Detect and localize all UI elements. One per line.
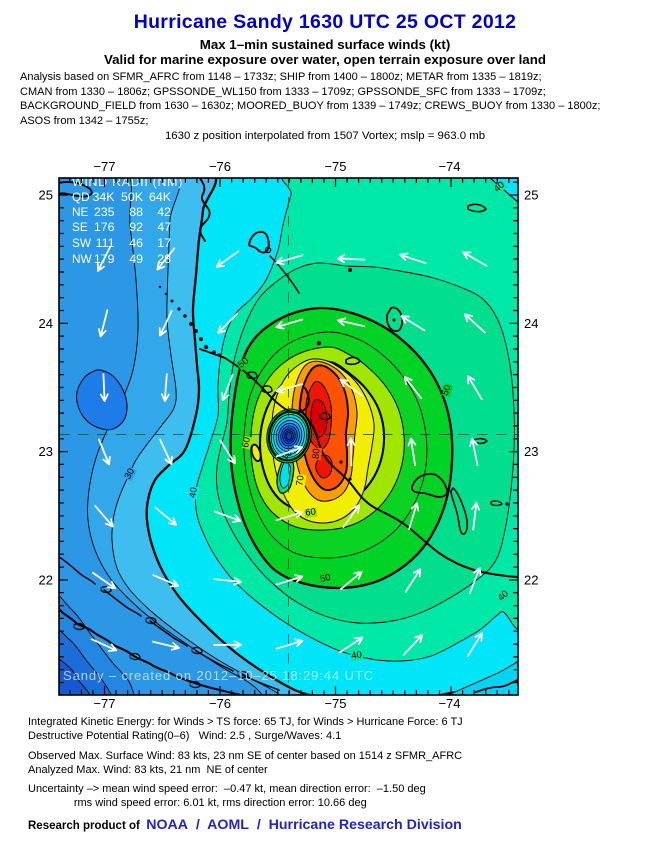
- svg-text:40: 40: [351, 649, 363, 661]
- svg-text:40: 40: [187, 486, 200, 498]
- svg-text:235: 235: [94, 205, 115, 219]
- svg-text:42: 42: [157, 205, 171, 219]
- svg-text:50: 50: [319, 572, 332, 585]
- svg-text:−77: −77: [93, 696, 115, 711]
- svg-text:70: 70: [294, 475, 306, 487]
- svg-text:−75: −75: [324, 160, 346, 174]
- svg-text:QD: QD: [72, 190, 90, 204]
- svg-text:−76: −76: [209, 696, 231, 711]
- svg-text:80: 80: [310, 448, 322, 460]
- svg-text:−74: −74: [438, 696, 460, 711]
- svg-text:−77: −77: [93, 160, 115, 174]
- svg-text:92: 92: [129, 220, 143, 234]
- svg-text:49: 49: [129, 252, 143, 266]
- svg-text:23: 23: [524, 444, 538, 459]
- svg-text:NE: NE: [72, 205, 89, 219]
- svg-text:176: 176: [94, 220, 115, 234]
- svg-text:25: 25: [39, 188, 53, 203]
- svg-text:50: 50: [440, 383, 454, 396]
- svg-text:111: 111: [96, 236, 115, 250]
- svg-text:25: 25: [524, 188, 538, 203]
- svg-text:88: 88: [129, 205, 143, 219]
- svg-text:22: 22: [524, 572, 538, 587]
- svg-text:17: 17: [157, 236, 171, 250]
- svg-text:−76: −76: [209, 160, 231, 174]
- svg-text:28: 28: [157, 252, 171, 266]
- svg-text:46: 46: [129, 236, 143, 250]
- svg-text:34K: 34K: [92, 190, 115, 204]
- svg-text:24: 24: [39, 316, 53, 331]
- svg-text:SE: SE: [72, 220, 88, 234]
- svg-text:22: 22: [39, 572, 53, 587]
- svg-text:−74: −74: [438, 160, 460, 174]
- svg-text:60: 60: [305, 506, 317, 518]
- svg-text:50K: 50K: [121, 190, 144, 204]
- svg-text:60: 60: [240, 436, 253, 449]
- svg-text:−75: −75: [324, 696, 346, 711]
- svg-text:SW: SW: [72, 236, 92, 250]
- svg-text:Sandy – created on 2012–10–25: Sandy – created on 2012–10–25 18:29:44 U…: [63, 668, 374, 683]
- svg-text:24: 24: [524, 316, 538, 331]
- svg-text:23: 23: [39, 444, 53, 459]
- svg-text:NW: NW: [72, 252, 93, 266]
- svg-text:64K: 64K: [149, 190, 172, 204]
- svg-text:179: 179: [94, 252, 115, 266]
- svg-text:47: 47: [157, 220, 171, 234]
- svg-text:30: 30: [122, 467, 137, 482]
